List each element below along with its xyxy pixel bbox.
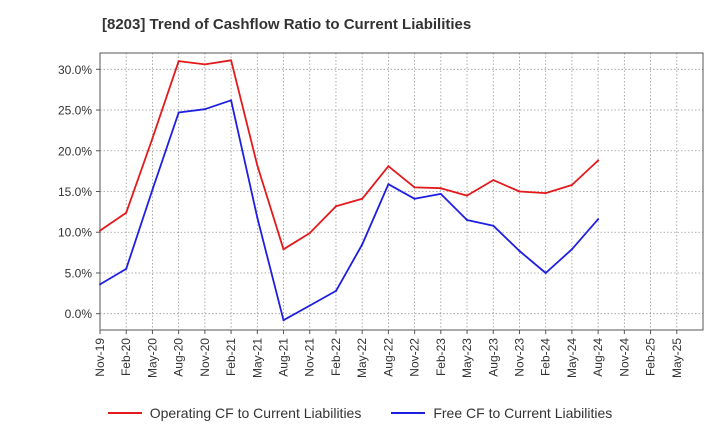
data-point — [308, 232, 311, 235]
data-point — [361, 197, 364, 200]
x-tick-label: May-24 — [565, 338, 579, 378]
y-tick-label: 30.0% — [58, 63, 92, 77]
y-tick-label: 25.0% — [58, 104, 92, 118]
data-point — [570, 248, 573, 251]
data-point — [125, 211, 128, 214]
x-tick-label: Nov-22 — [408, 338, 422, 377]
data-point — [125, 267, 128, 270]
legend-swatch-operating-cf — [107, 412, 142, 414]
y-tick-label: 0.0% — [65, 307, 93, 321]
data-point — [466, 194, 469, 197]
data-point — [387, 165, 390, 168]
x-tick-label: Nov-21 — [303, 338, 317, 377]
data-point — [492, 179, 495, 182]
data-point — [439, 187, 442, 190]
data-point — [230, 59, 233, 62]
x-tick-label: Nov-20 — [198, 338, 212, 377]
x-axis-ticks: Nov-19 Feb-20 May-20 Aug-20 Nov-20 Feb-21 May-… — [93, 330, 684, 378]
x-tick-label: Feb-21 — [224, 338, 238, 376]
x-tick-label: May-25 — [670, 338, 684, 378]
data-point — [203, 63, 206, 66]
data-point — [518, 190, 521, 193]
data-point — [99, 283, 101, 286]
legend-label-free-cf: Free CF to Current Liabilities — [433, 405, 613, 421]
x-tick-label: May-21 — [250, 338, 264, 378]
data-point — [361, 243, 364, 246]
x-tick-label: May-20 — [145, 338, 159, 378]
y-tick-label: 20.0% — [58, 144, 92, 158]
data-point — [387, 183, 390, 186]
chart-title: [8203] Trend of Cashflow Ratio to Curren… — [102, 16, 472, 33]
x-tick-label: Aug-20 — [172, 338, 186, 377]
data-point — [439, 192, 442, 195]
data-point — [256, 216, 259, 219]
x-tick-label: Aug-23 — [486, 338, 500, 377]
data-point — [544, 271, 547, 274]
series-lines — [99, 59, 600, 322]
data-point — [597, 218, 600, 221]
data-point — [177, 111, 180, 114]
x-tick-label: Feb-22 — [329, 338, 343, 376]
data-point — [308, 304, 311, 307]
data-point — [203, 108, 206, 111]
data-point — [570, 183, 573, 186]
data-point — [151, 188, 154, 191]
series-line-1 — [99, 99, 599, 322]
data-point — [544, 192, 547, 195]
data-point — [334, 205, 337, 208]
data-point — [256, 164, 259, 167]
series-line-0 — [99, 59, 599, 251]
legend-swatch-free-cf — [391, 412, 426, 414]
data-point — [282, 248, 285, 251]
legend-label-operating-cf: Operating CF to Current Liabilities — [149, 405, 362, 421]
data-point — [282, 319, 285, 322]
x-tick-label: Feb-24 — [539, 338, 553, 376]
data-point — [334, 289, 337, 292]
data-point — [413, 197, 416, 200]
x-tick-label: Feb-20 — [119, 338, 133, 376]
data-point — [177, 60, 180, 63]
x-tick-label: Aug-21 — [277, 338, 291, 377]
x-tick-label: Aug-24 — [591, 338, 605, 377]
data-point — [230, 99, 233, 102]
legend-item-free-cf: Free CF to Current Liabilities — [391, 405, 612, 421]
x-tick-label: Feb-25 — [644, 338, 658, 376]
x-tick-label: Aug-22 — [381, 338, 395, 377]
legend-item-operating-cf: Operating CF to Current Liabilities — [107, 405, 362, 421]
x-tick-label: May-22 — [355, 338, 369, 378]
x-tick-label: Nov-19 — [93, 338, 107, 377]
legend: Operating CF to Current Liabilities Free… — [0, 405, 720, 421]
x-tick-label: May-23 — [460, 338, 474, 378]
x-tick-label: Nov-23 — [512, 338, 526, 377]
x-tick-label: Nov-24 — [617, 338, 631, 377]
data-point — [466, 219, 469, 222]
data-point — [151, 137, 154, 140]
y-tick-label: 15.0% — [58, 185, 92, 199]
data-point — [99, 229, 101, 232]
data-point — [413, 186, 416, 189]
data-point — [518, 249, 521, 252]
data-point — [492, 224, 495, 227]
y-axis-ticks: 0.0% 5.0% 10.0% 15.0% 20.0% 25.0% 30.0% — [58, 63, 100, 321]
x-tick-label: Feb-23 — [434, 338, 448, 376]
y-tick-label: 5.0% — [65, 266, 93, 280]
data-point — [597, 159, 600, 162]
y-tick-label: 10.0% — [58, 226, 92, 240]
